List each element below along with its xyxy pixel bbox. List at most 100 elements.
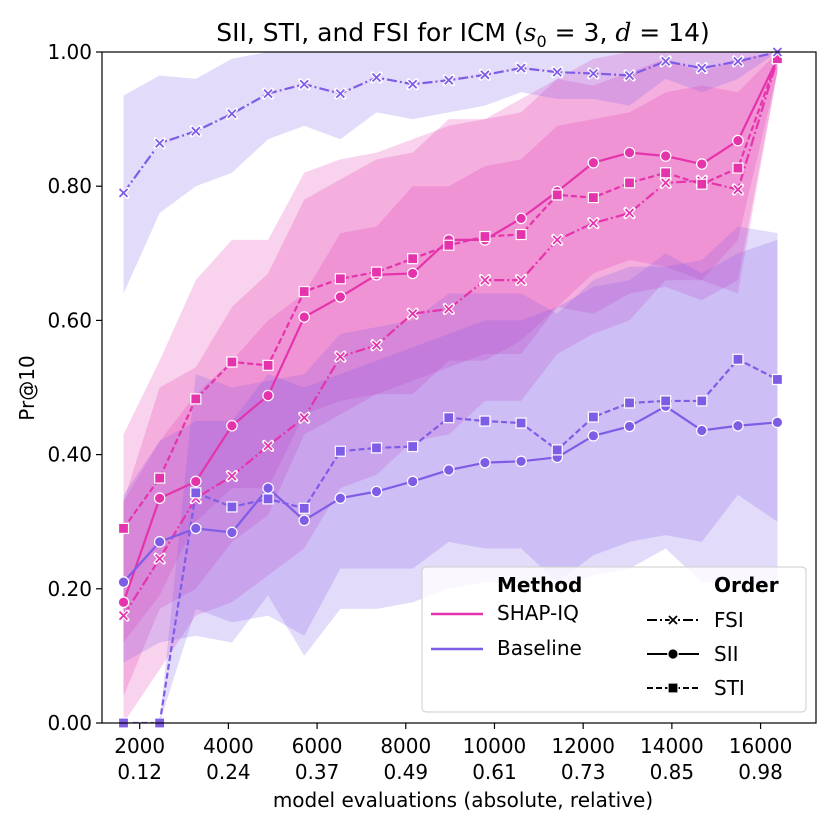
point-baseline-fsi-0 xyxy=(117,186,130,199)
point-shapiq-sti-1 xyxy=(154,472,166,484)
x-tick-label-relative: 0.85 xyxy=(650,760,695,784)
point-baseline-sti-9 xyxy=(443,412,455,424)
point-baseline-fsi-9 xyxy=(442,74,455,87)
point-shapiq-fsi-12 xyxy=(551,233,564,246)
point-baseline-sti-8 xyxy=(407,440,419,453)
point-shapiq-sti-3 xyxy=(226,356,238,368)
x-tick-label-absolute: 6000 xyxy=(292,734,343,758)
x-tick-label-relative: 0.49 xyxy=(384,760,429,784)
point-shapiq-fsi-1 xyxy=(153,552,166,565)
y-tick-label: 0.60 xyxy=(47,308,92,332)
point-baseline-fsi-2 xyxy=(189,125,202,138)
point-baseline-sti-12 xyxy=(551,444,563,456)
point-shapiq-sti-13 xyxy=(587,192,599,204)
point-baseline-sti-5 xyxy=(298,502,310,514)
point-shapiq-sti-10 xyxy=(479,230,491,243)
point-baseline-sii-18 xyxy=(771,416,784,429)
band-baseline-sii xyxy=(123,239,778,663)
point-shapiq-sti-9 xyxy=(443,239,455,251)
point-baseline-sii-14 xyxy=(623,420,636,433)
x-tick-label-absolute: 4000 xyxy=(203,734,254,758)
point-shapiq-fsi-9 xyxy=(442,302,455,315)
point-shapiq-fsi-10 xyxy=(478,274,491,287)
chart-title-s: s xyxy=(524,18,537,47)
point-baseline-sii-9 xyxy=(442,464,455,476)
x-tick-label-relative: 0.73 xyxy=(561,760,606,784)
point-baseline-fsi-17 xyxy=(731,55,744,68)
point-shapiq-sii-6 xyxy=(334,291,347,303)
band-shapiq-fsi xyxy=(123,52,778,723)
point-baseline-sti-17 xyxy=(732,353,744,365)
point-baseline-sii-10 xyxy=(479,456,491,469)
chart-title-eq2: = 14) xyxy=(631,18,709,47)
series-markers xyxy=(117,46,784,729)
chart-title-prefix: SII, STI, and FSI for ICM ( xyxy=(216,18,523,47)
point-shapiq-sii-2 xyxy=(189,475,202,488)
x-tick-label-absolute: 14000 xyxy=(640,734,704,758)
point-shapiq-fsi-15 xyxy=(659,176,672,189)
point-baseline-sii-2 xyxy=(189,522,202,535)
point-shapiq-sti-12 xyxy=(551,189,563,201)
point-baseline-sii-16 xyxy=(696,424,708,437)
point-shapiq-fsi-0 xyxy=(117,609,130,622)
legend-label-sii: SII xyxy=(714,642,739,666)
point-shapiq-fsi-13 xyxy=(587,217,600,230)
legend-order-title: Order xyxy=(714,573,779,597)
point-shapiq-sii-1 xyxy=(153,492,166,505)
band-shapiq-sii xyxy=(123,52,778,697)
legend-marker-sii xyxy=(667,648,679,660)
chart-title-d: d xyxy=(615,18,631,47)
point-baseline-sti-16 xyxy=(696,395,708,407)
chart-title-eq1: = 3, xyxy=(547,18,616,47)
legend-label-sti: STI xyxy=(714,676,745,700)
point-baseline-fsi-14 xyxy=(623,69,636,82)
x-tick-label-relative: 0.24 xyxy=(206,760,251,784)
point-baseline-sti-18 xyxy=(771,373,784,386)
point-shapiq-fsi-17 xyxy=(731,183,744,196)
point-baseline-sti-11 xyxy=(515,417,527,429)
band-shapiq-sti xyxy=(123,52,778,643)
point-shapiq-sii-8 xyxy=(406,267,419,280)
point-baseline-sii-0 xyxy=(117,576,130,588)
x-tick-label-absolute: 10000 xyxy=(463,734,527,758)
point-shapiq-sti-11 xyxy=(515,228,527,241)
x-tick-label-absolute: 16000 xyxy=(729,734,793,758)
x-tick-label-absolute: 12000 xyxy=(551,734,615,758)
point-shapiq-sti-5 xyxy=(298,285,310,298)
legend-marker-fsi xyxy=(667,614,679,626)
point-baseline-fsi-15 xyxy=(659,55,672,68)
point-shapiq-sti-2 xyxy=(190,393,202,405)
point-baseline-sii-3 xyxy=(226,526,238,539)
point-baseline-sii-7 xyxy=(370,485,383,498)
x-tick-label-relative: 0.98 xyxy=(738,760,783,784)
y-tick-label: 0.20 xyxy=(47,577,92,601)
point-baseline-sii-4 xyxy=(262,482,274,494)
point-shapiq-sii-0 xyxy=(117,596,130,609)
band-baseline-fsi xyxy=(123,52,778,294)
point-shapiq-sii-15 xyxy=(659,150,672,162)
x-tick-label-relative: 0.12 xyxy=(117,760,162,784)
legend-label-fsi: FSI xyxy=(714,608,744,632)
point-shapiq-sti-4 xyxy=(262,359,274,371)
x-axis-label: model evaluations (absolute, relative) xyxy=(273,788,653,812)
point-shapiq-fsi-14 xyxy=(623,207,636,220)
legend-label-shapiq: SHAP-IQ xyxy=(497,601,579,625)
point-baseline-fsi-16 xyxy=(695,62,708,75)
point-baseline-fsi-8 xyxy=(406,78,419,91)
legend: Method Order SHAP-IQ Baseline FSI SII STI xyxy=(421,566,807,713)
point-shapiq-sii-14 xyxy=(623,146,636,159)
confidence-bands xyxy=(123,52,778,723)
point-shapiq-sti-6 xyxy=(334,273,346,285)
point-baseline-sii-13 xyxy=(587,430,600,442)
point-baseline-sti-14 xyxy=(623,397,636,409)
point-baseline-fsi-13 xyxy=(587,67,600,80)
point-shapiq-fsi-7 xyxy=(370,339,383,352)
point-shapiq-fsi-6 xyxy=(334,350,347,363)
point-shapiq-fsi-8 xyxy=(406,307,419,320)
x-tick-label-absolute: 8000 xyxy=(380,734,431,758)
point-shapiq-sti-8 xyxy=(407,253,419,265)
chart-title-sub: 0 xyxy=(537,32,547,51)
point-baseline-sti-10 xyxy=(479,415,491,427)
point-baseline-sti-2 xyxy=(190,487,202,499)
